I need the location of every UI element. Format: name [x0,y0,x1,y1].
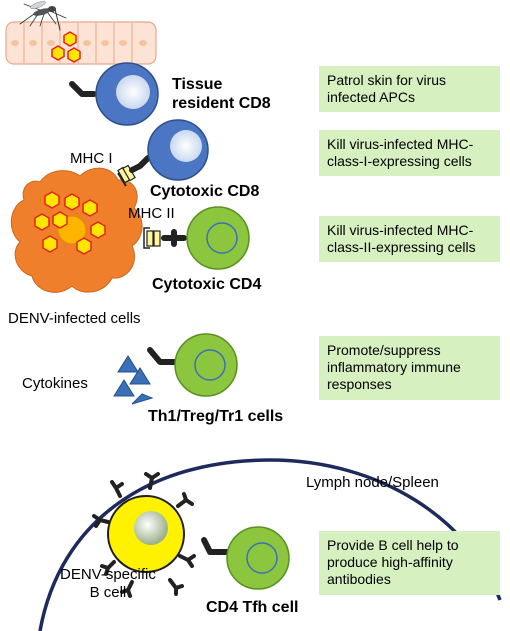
label-cytotoxic-cd8: Cytotoxic CD8 [150,183,260,200]
mhc-ii-receptor [143,227,187,249]
label-mhc-i: MHC I [70,150,113,167]
function-box-cytokine: Promote/suppress inflammatory immune res… [319,336,500,400]
label-denv-infected-cells: DENV-infected cells [8,310,141,327]
label-cytokines: Cytokines [22,375,88,392]
th-treg-tr1-cell [147,333,238,397]
label-cd4-tfh: CD4 Tfh cell [206,599,299,616]
cd4-tfh-cell [201,526,290,590]
cytotoxic-cd4-cell [186,206,250,270]
skin-epithelium [5,21,157,65]
denv-specific-b-cell [92,472,196,598]
cytokine-triangles [113,355,154,405]
denv-infected-cell-cluster [10,167,143,293]
lymph-node-boundary [38,458,502,631]
label-denv-specific-b-cell: DENV-specific B cell [60,566,156,601]
function-box-patrol: Patrol skin for virus infected APCs [319,66,500,112]
virus-particles-skin [51,31,81,63]
function-box-kill-mhc-i: Kill virus-infected MHC- class-I-express… [319,130,500,176]
virus-particles-infected [34,191,106,255]
function-box-b-cell-help: Provide B cell help to produce high-affi… [319,531,500,595]
tissue-resident-cd8-cell [69,62,159,126]
label-tissue-resident-cd8: Tissue resident CD8 [172,76,271,112]
mosquito-icon [19,1,67,31]
label-mhc-ii: MHC II [128,205,175,222]
label-th-treg-tr1: Th1/Treg/Tr1 cells [148,408,284,425]
function-box-kill-mhc-ii: Kill virus-infected MHC- class-II-expres… [319,216,500,262]
label-cytotoxic-cd4: Cytotoxic CD4 [152,276,262,293]
label-lymph-node: Lymph node/Spleen [306,474,439,491]
mhc-i-receptor [117,155,151,187]
cytotoxic-cd8-cell [147,119,209,181]
